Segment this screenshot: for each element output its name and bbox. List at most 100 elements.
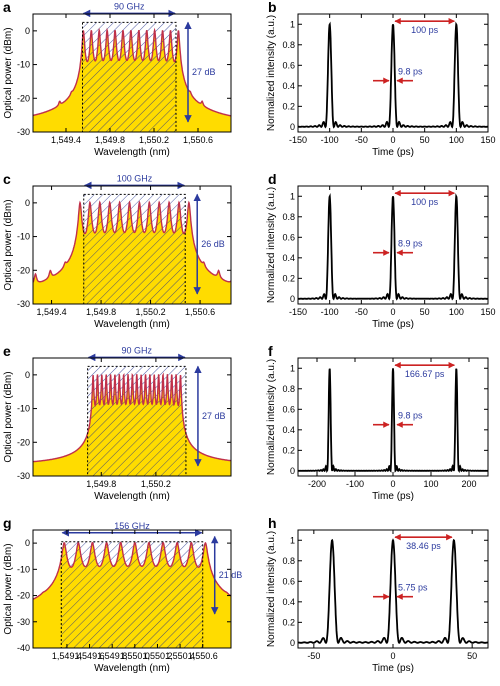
- x-tick-label: -100: [321, 307, 339, 317]
- x-tick-label: 1,549.6: [75, 651, 105, 661]
- panel-label: h: [268, 515, 277, 531]
- plot-area: [298, 193, 488, 301]
- x-tick-label: 1,550.2: [139, 135, 169, 145]
- panel-a: a 90 GHz 27 dB 1,549.4 1,549.8 1,550.2 1,550.6…: [3, 0, 232, 158]
- y-tick-label: 0.8: [282, 556, 295, 566]
- x-tick-label: 1,550.6: [185, 307, 215, 317]
- y-tick-label: 0: [25, 26, 30, 36]
- panel-label: g: [3, 515, 12, 531]
- x-tick-label: -150: [289, 135, 307, 145]
- x-axis-label: Wavelength (nm): [94, 491, 170, 502]
- x-axis-label: Time (ps): [372, 663, 414, 674]
- panel-label: c: [3, 171, 11, 187]
- panel-label: d: [268, 171, 277, 187]
- y-tick-label: 1: [290, 19, 295, 29]
- y-tick-label: 0.6: [282, 60, 295, 70]
- x-tick-label: 1,550.4: [165, 651, 195, 661]
- x-tick-label: -100: [321, 135, 339, 145]
- x-tick-label: 0: [390, 479, 395, 489]
- pulse-trace: [298, 21, 488, 129]
- y-tick-label: 0.8: [282, 212, 295, 222]
- y-tick-label: 0.4: [282, 253, 295, 263]
- y-tick-label: 0.2: [282, 273, 295, 283]
- width-label: 5.75 ps: [398, 583, 428, 593]
- y-tick-label: 0.6: [282, 576, 295, 586]
- axes-frame: [32, 13, 232, 133]
- y-tick-label: 1: [290, 363, 295, 373]
- x-tick-label: -150: [289, 307, 307, 317]
- x-tick-label: -200: [308, 479, 326, 489]
- y-tick-label: 0.4: [282, 597, 295, 607]
- y-axis-label: Optical power (dBm): [3, 371, 14, 462]
- axes-frame: [32, 529, 232, 649]
- x-axis-label: Wavelength (nm): [94, 147, 170, 158]
- dynamic-range-label: 27 dB: [192, 67, 216, 77]
- y-tick-label: 1: [290, 535, 295, 545]
- panel-h: h 38.46 ps 5.75 ps -50 0 50 0 0.2 0.4 0.6 0.8 1 Time…: [266, 515, 489, 674]
- period-label: 38.46 ps: [406, 541, 441, 551]
- bandwidth-label: 100 GHz: [117, 173, 153, 183]
- x-axis-label: Time (ps): [372, 319, 414, 330]
- x-tick-label: 1,550.2: [141, 479, 171, 489]
- width-label: 9.8 ps: [398, 67, 423, 77]
- x-tick-label: 1,549.4: [52, 651, 82, 661]
- band-outline: [83, 193, 186, 304]
- y-axis-label: Optical power (dBm): [3, 543, 14, 634]
- panel-e: e 90 GHz 27 dB 1,549.8 1,550.2 0 -10 -20 -30 Wave…: [3, 343, 232, 502]
- bandwidth-label: 90 GHz: [114, 1, 145, 11]
- y-tick-label: 0.2: [282, 445, 295, 455]
- x-tick-label: -50: [307, 651, 320, 661]
- x-tick-label: 1,549.8: [86, 479, 116, 489]
- period-label: 100 ps: [411, 197, 439, 207]
- x-tick-label: 150: [480, 135, 495, 145]
- x-tick-label: 0: [390, 651, 395, 661]
- plot-area: [33, 193, 231, 304]
- x-tick-label: 150: [480, 307, 495, 317]
- plot-area: [298, 368, 488, 473]
- x-tick-label: -50: [355, 135, 368, 145]
- pulse-trace: [298, 368, 488, 473]
- x-tick-label: 50: [420, 135, 430, 145]
- y-axis-label: Optical power (dBm): [3, 199, 14, 290]
- x-tick-label: 1,550.0: [120, 651, 150, 661]
- y-tick-label: 0.4: [282, 81, 295, 91]
- dynamic-range-label: 21 dB: [219, 570, 243, 580]
- dynamic-range-label: 27 dB: [202, 411, 226, 421]
- panel-d: d 100 ps 8.9 ps -150 -100 -50 0 50 100 150 0 0.2 0.4…: [266, 171, 496, 330]
- dynamic-range-label: 26 dB: [201, 239, 225, 249]
- x-tick-label: -100: [346, 479, 364, 489]
- y-tick-label: -30: [17, 127, 30, 137]
- y-axis-label: Optical power (dBm): [3, 27, 14, 118]
- x-axis-label: Time (ps): [372, 147, 414, 158]
- x-tick-label: 100: [449, 307, 464, 317]
- width-label: 8.9 ps: [398, 239, 423, 249]
- y-tick-label: 0.4: [282, 425, 295, 435]
- y-tick-label: 0: [25, 538, 30, 548]
- y-tick-label: -20: [17, 591, 30, 601]
- y-tick-label: -10: [17, 232, 30, 242]
- period-label: 100 ps: [411, 25, 439, 35]
- x-axis-label: Time (ps): [372, 491, 414, 502]
- x-tick-label: 200: [461, 479, 476, 489]
- x-tick-label: 100: [449, 135, 464, 145]
- y-tick-label: -10: [17, 60, 30, 70]
- y-tick-label: 0.2: [282, 101, 295, 111]
- plot-area: [33, 21, 231, 132]
- plot-area: [298, 538, 488, 644]
- panel-label: f: [268, 343, 273, 359]
- y-tick-label: 0.6: [282, 232, 295, 242]
- y-tick-label: 0: [290, 466, 295, 476]
- axes-frame: [297, 529, 489, 649]
- y-tick-label: 0: [25, 370, 30, 380]
- y-tick-label: 0: [290, 122, 295, 132]
- y-tick-label: 0.8: [282, 384, 295, 394]
- y-axis-label: Normalized intensity (a.u.): [266, 187, 277, 303]
- y-tick-label: -30: [17, 617, 30, 627]
- y-tick-label: -10: [17, 564, 30, 574]
- pulse-trace: [298, 538, 488, 644]
- y-tick-label: 0.2: [282, 617, 295, 627]
- y-tick-label: -30: [17, 299, 30, 309]
- x-tick-label: 0: [390, 135, 395, 145]
